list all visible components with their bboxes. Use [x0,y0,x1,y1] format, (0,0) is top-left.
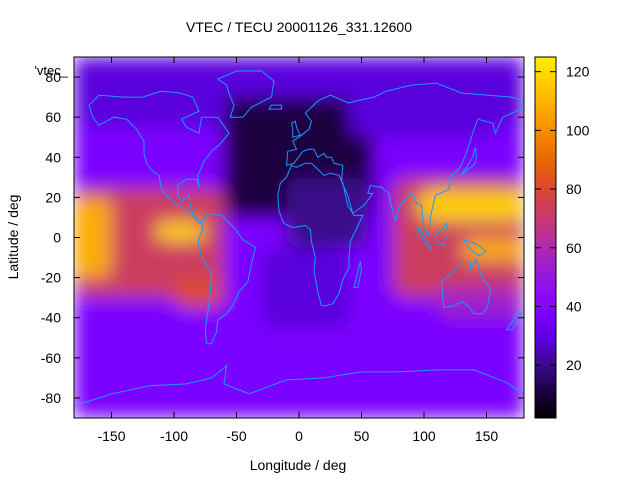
heat-region-asia-pacific-southern-crest [461,237,524,262]
heat-region-asia-pacific-crest [417,189,524,222]
colorbar-tick-label: 40 [566,298,582,314]
coastline-japan [461,147,478,176]
coastline-new-zealand [505,311,523,331]
chart-title: VTEC / TECU 20001126_331.12600 [186,19,412,35]
coastline-australia [440,258,491,315]
y-tick-label: -60 [41,350,61,366]
x-axis-label: Longitude / deg [250,457,347,473]
key-label: 'vtec_ [34,63,68,78]
coastline-africa [277,162,364,307]
y-axis: -80 -60 -40 -20 0 20 40 60 80 [41,69,524,406]
heat-region-south-atlantic-low [261,247,349,328]
coastlines [74,70,524,407]
y-tick-label: 40 [45,149,61,165]
x-tick-label: -100 [160,428,188,444]
colorbar-tick-label: 100 [566,122,590,138]
coastline-eurasia [285,82,524,237]
coastline-borneo [434,222,449,247]
colorbar-tick-label: 80 [566,181,582,197]
x-axis: -150 -100 -50 0 50 100 150 [97,57,498,444]
heat-region-siberia-low [349,77,499,138]
x-tick-label: 0 [295,428,303,444]
x-tick-label: -150 [97,428,125,444]
coastline-iceland [268,104,282,110]
colorbar-tick-label: 60 [566,240,582,256]
y-tick-label: -80 [41,390,61,406]
heatmap [74,57,524,418]
coastline-sumatra [417,227,432,250]
heat-region-north-africa-low [286,177,368,248]
colorbar: 20 40 60 80 100 120 [534,56,590,419]
x-tick-label: 50 [354,428,370,444]
y-axis-label: Latitude / deg [5,195,21,280]
colorbar-tick-label: 20 [566,357,582,373]
x-tick-label: -50 [226,428,246,444]
coastline-antarctica [74,364,524,407]
heat-region-east-pacific-peak-west [74,197,112,278]
x-tick-label: 150 [475,428,499,444]
heat-region-east-pacific-peak-central [155,221,206,242]
coastline-greenland [216,70,275,118]
y-tick-label: -20 [41,270,61,286]
coastline-madagascar [353,261,363,289]
y-tick-label: 60 [45,109,61,125]
y-tick-label: 80 [45,69,61,85]
coastline-south-america [197,212,256,345]
coastline-new-guinea [461,238,488,257]
heat-region-south-america-arc [174,277,224,308]
heat-region-southern-high-latitudes [74,347,524,418]
x-tick-label: 100 [412,428,436,444]
y-tick-label: 20 [45,189,61,205]
colorbar-tick-label: 120 [566,64,590,80]
coastline-british-isles [290,120,302,138]
coastline-north-america [88,90,230,225]
colorbar-gradient [534,56,557,419]
y-tick-label: 0 [53,230,61,246]
y-tick-label: -40 [41,310,61,326]
heat-region-australia-moderate [436,287,524,318]
